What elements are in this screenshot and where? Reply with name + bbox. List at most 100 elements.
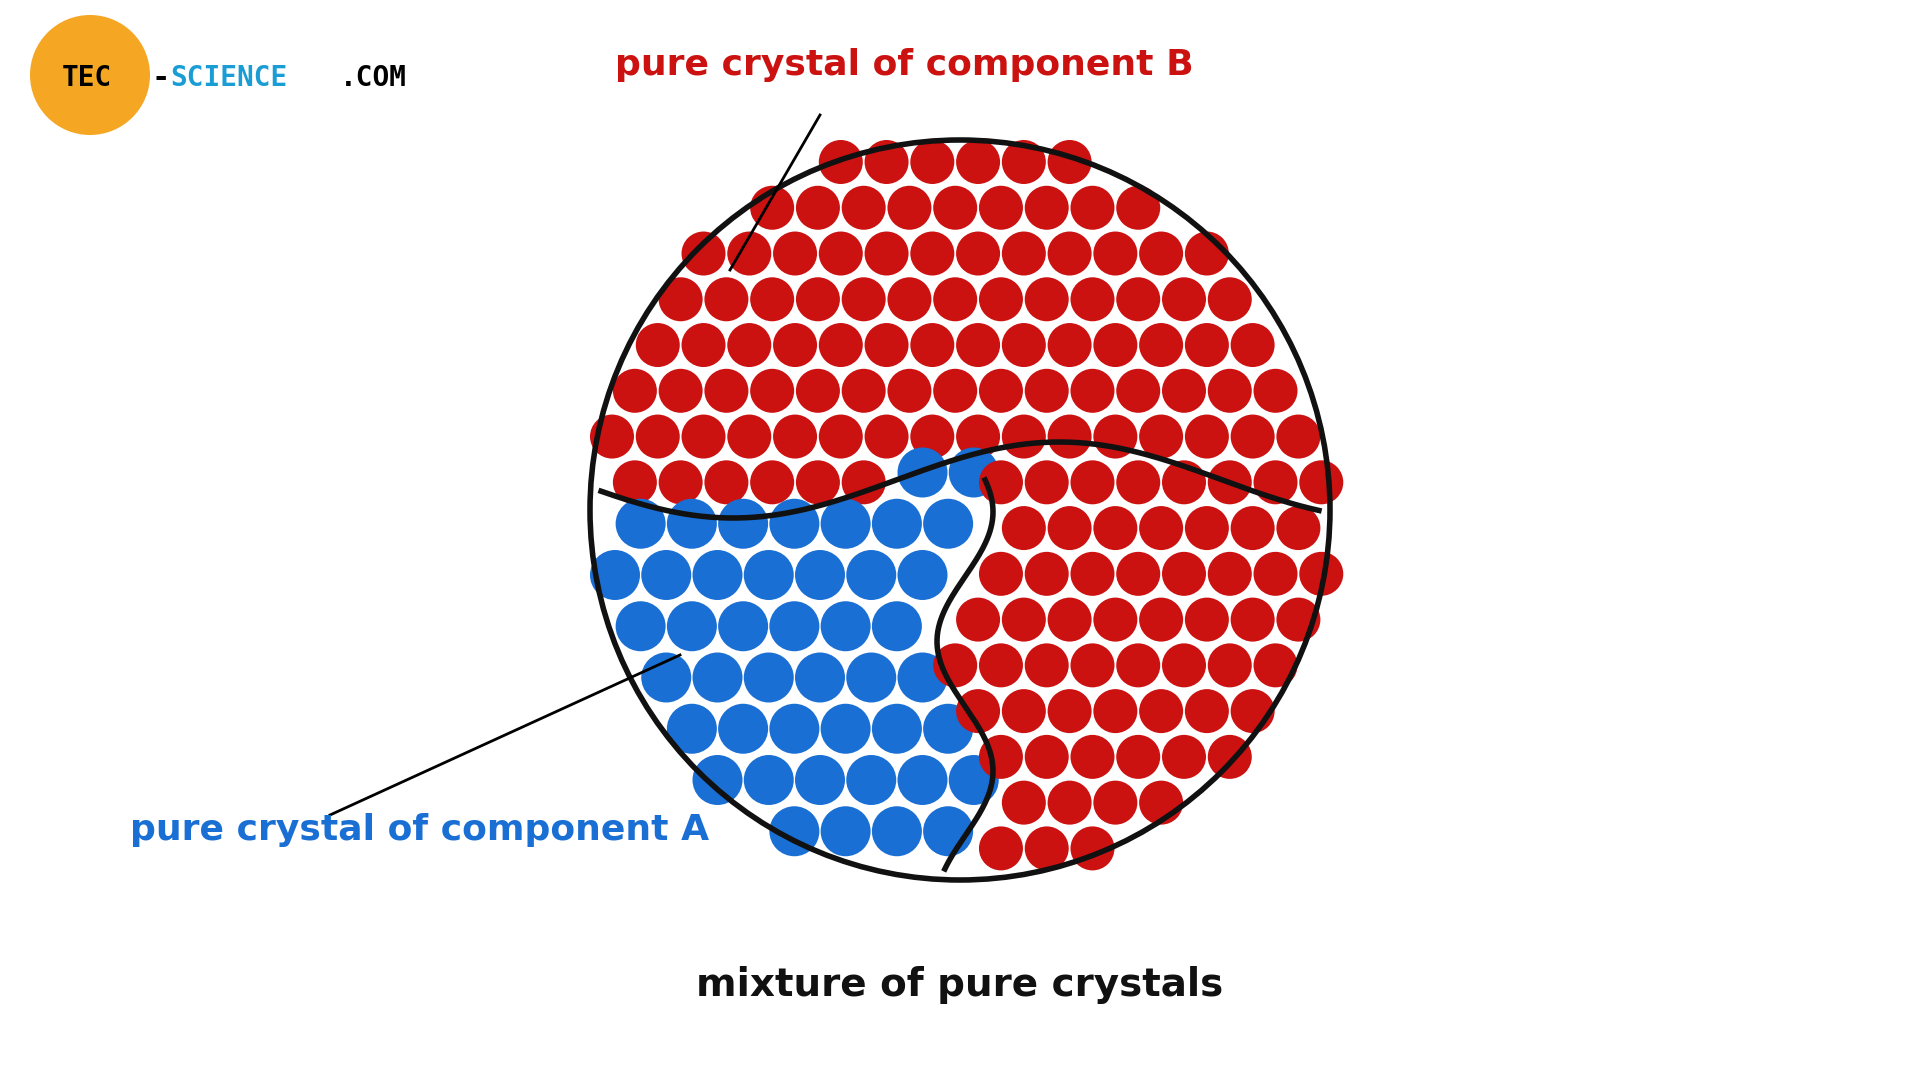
Text: .COM: .COM xyxy=(340,64,407,92)
Circle shape xyxy=(910,140,954,184)
Circle shape xyxy=(924,499,973,549)
Circle shape xyxy=(1048,597,1092,642)
Circle shape xyxy=(933,644,977,687)
Circle shape xyxy=(1025,368,1069,413)
Circle shape xyxy=(979,734,1023,779)
Circle shape xyxy=(1092,689,1137,733)
Circle shape xyxy=(897,755,947,805)
Circle shape xyxy=(1277,507,1321,550)
Circle shape xyxy=(1116,460,1160,504)
Circle shape xyxy=(1048,231,1092,275)
Circle shape xyxy=(795,755,845,805)
Circle shape xyxy=(1025,826,1069,870)
Circle shape xyxy=(1231,507,1275,550)
Circle shape xyxy=(718,499,768,549)
Circle shape xyxy=(933,278,977,321)
Circle shape xyxy=(1185,689,1229,733)
Circle shape xyxy=(770,602,820,651)
Circle shape xyxy=(31,15,150,135)
Circle shape xyxy=(979,460,1023,504)
Circle shape xyxy=(979,644,1023,687)
Circle shape xyxy=(1002,597,1046,642)
Circle shape xyxy=(616,499,666,549)
Circle shape xyxy=(589,415,634,459)
Circle shape xyxy=(847,652,897,702)
Circle shape xyxy=(1116,368,1160,413)
Circle shape xyxy=(770,807,820,856)
Circle shape xyxy=(956,597,1000,642)
Circle shape xyxy=(1071,460,1114,504)
Circle shape xyxy=(659,460,703,504)
Circle shape xyxy=(924,704,973,754)
Circle shape xyxy=(1231,597,1275,642)
Circle shape xyxy=(1254,368,1298,413)
Circle shape xyxy=(1231,323,1275,367)
Text: pure crystal of component A: pure crystal of component A xyxy=(131,813,708,847)
Circle shape xyxy=(659,278,703,321)
Circle shape xyxy=(612,368,657,413)
Circle shape xyxy=(693,755,743,805)
Circle shape xyxy=(795,550,845,600)
Circle shape xyxy=(1300,460,1344,504)
Circle shape xyxy=(1162,552,1206,596)
Circle shape xyxy=(924,807,973,856)
Circle shape xyxy=(770,499,820,549)
Circle shape xyxy=(666,499,716,549)
Circle shape xyxy=(636,323,680,367)
Circle shape xyxy=(897,652,947,702)
Circle shape xyxy=(1092,781,1137,825)
Circle shape xyxy=(797,278,839,321)
Circle shape xyxy=(820,807,870,856)
Circle shape xyxy=(864,415,908,459)
Circle shape xyxy=(1254,644,1298,687)
Circle shape xyxy=(847,755,897,805)
Circle shape xyxy=(933,186,977,230)
Circle shape xyxy=(1185,507,1229,550)
Circle shape xyxy=(887,186,931,230)
Circle shape xyxy=(818,323,862,367)
Circle shape xyxy=(956,140,1000,184)
Circle shape xyxy=(797,460,839,504)
Circle shape xyxy=(718,704,768,754)
Circle shape xyxy=(887,278,931,321)
Circle shape xyxy=(751,368,795,413)
Circle shape xyxy=(1139,781,1183,825)
Circle shape xyxy=(616,602,666,651)
Circle shape xyxy=(1048,415,1092,459)
Circle shape xyxy=(979,552,1023,596)
Circle shape xyxy=(1002,415,1046,459)
Circle shape xyxy=(979,368,1023,413)
Circle shape xyxy=(1116,552,1160,596)
Circle shape xyxy=(1025,552,1069,596)
Circle shape xyxy=(1071,644,1114,687)
Circle shape xyxy=(1071,826,1114,870)
Circle shape xyxy=(1092,597,1137,642)
Circle shape xyxy=(774,231,818,275)
Circle shape xyxy=(1231,415,1275,459)
Circle shape xyxy=(1139,689,1183,733)
Circle shape xyxy=(1254,460,1298,504)
Circle shape xyxy=(979,826,1023,870)
Circle shape xyxy=(718,602,768,651)
Circle shape xyxy=(1025,460,1069,504)
Circle shape xyxy=(1002,781,1046,825)
Circle shape xyxy=(751,186,795,230)
Circle shape xyxy=(1048,689,1092,733)
Circle shape xyxy=(1208,552,1252,596)
Circle shape xyxy=(1208,368,1252,413)
Circle shape xyxy=(841,186,885,230)
Circle shape xyxy=(1048,781,1092,825)
Circle shape xyxy=(612,460,657,504)
Circle shape xyxy=(1208,734,1252,779)
Circle shape xyxy=(897,550,947,600)
Circle shape xyxy=(1092,323,1137,367)
Circle shape xyxy=(1185,323,1229,367)
Circle shape xyxy=(641,652,691,702)
Circle shape xyxy=(956,415,1000,459)
Circle shape xyxy=(933,368,977,413)
Circle shape xyxy=(956,323,1000,367)
Circle shape xyxy=(728,323,772,367)
Circle shape xyxy=(956,231,1000,275)
Circle shape xyxy=(1185,415,1229,459)
Circle shape xyxy=(751,278,795,321)
